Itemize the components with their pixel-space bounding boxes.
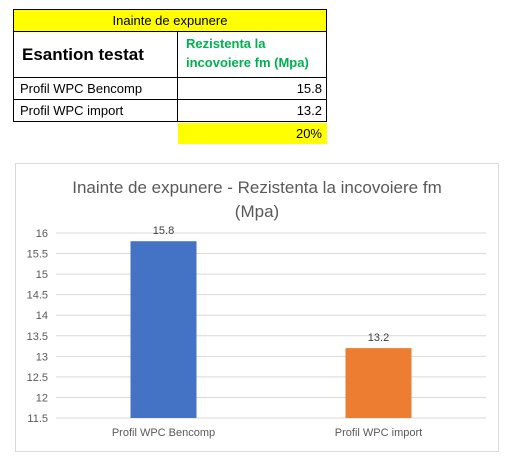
y-tick-label: 14	[36, 310, 48, 322]
y-tick-label: 12.5	[27, 372, 48, 384]
y-tick-label: 15	[36, 269, 48, 281]
y-tick-label: 11.5	[27, 413, 48, 425]
data-label: 13.2	[368, 332, 389, 344]
column-header-strength-line1: Rezistenta la	[186, 36, 266, 51]
category-label: Profil WPC import	[335, 427, 422, 439]
table-row-name: Profil WPC Bencomp	[13, 77, 178, 100]
y-tick-label: 16	[36, 228, 48, 240]
table-row-name: Profil WPC import	[13, 99, 178, 122]
table-row-value: 13.2	[177, 99, 327, 122]
column-header-sample: Esantion testat	[13, 31, 178, 78]
table-header: Inainte de expunere	[13, 9, 327, 32]
chart-title-line1: Inainte de expunere - Rezistenta la inco…	[72, 178, 442, 197]
y-tick-label: 12	[36, 392, 48, 404]
bar-chart: Inainte de expunere - Rezistenta la inco…	[15, 163, 499, 452]
category-label: Profil WPC Bencomp	[112, 427, 215, 439]
y-tick-label: 14.5	[27, 290, 48, 302]
chart-title: Inainte de expunere - Rezistenta la inco…	[16, 176, 498, 224]
bar	[345, 348, 412, 418]
data-label: 15.8	[153, 225, 174, 237]
table-row-value: 15.8	[177, 77, 327, 100]
percent-difference: 20%	[178, 123, 327, 144]
y-tick-label: 15.5	[27, 249, 48, 261]
column-header-strength-line2: incovoiere fm (Mpa)	[186, 55, 309, 70]
y-tick-label: 13	[36, 351, 48, 363]
y-tick-label: 13.5	[27, 331, 48, 343]
column-header-strength: Rezistenta la incovoiere fm (Mpa)	[177, 31, 327, 78]
bar	[130, 241, 197, 418]
chart-plot-area: 11.5 12 12.5 13 13.5 14 14.5 15 15.5 16 15.8 Profil…	[27, 225, 486, 439]
chart-title-line2: (Mpa)	[234, 202, 280, 221]
